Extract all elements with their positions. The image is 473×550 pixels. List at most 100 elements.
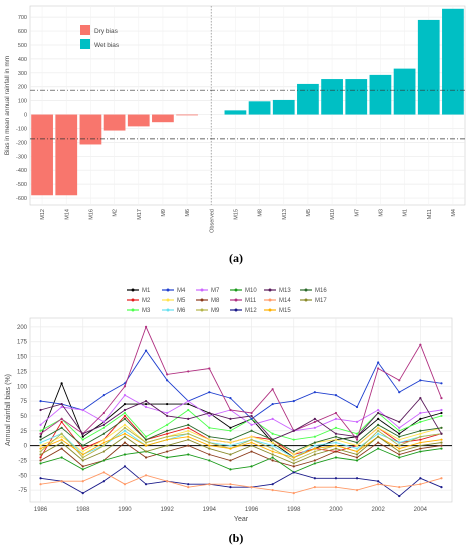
y-tick-label: 125 (17, 369, 28, 375)
legend-label: M5 (177, 298, 186, 304)
series-point-M8 (419, 447, 422, 450)
series-point-M17 (39, 453, 42, 456)
series-point-M16 (208, 435, 211, 438)
x-tick-label: M5 (306, 209, 312, 217)
series-point-M1 (419, 417, 422, 421)
series-point-M7 (271, 417, 274, 421)
series-point-M14 (102, 471, 105, 474)
x-tick-label: 1994 (203, 507, 217, 513)
x-tick-label: M6 (185, 209, 191, 217)
series-point-M1 (81, 435, 84, 438)
legend-marker-M16 (304, 288, 308, 292)
legend-label: M12 (245, 308, 257, 314)
bar-M6 (176, 114, 198, 116)
series-point-M10 (39, 462, 42, 465)
series-point-M5 (208, 438, 211, 441)
series-point-M17 (313, 453, 316, 456)
series-point-M8 (313, 459, 316, 462)
series-point-M16 (39, 438, 42, 441)
series-point-M3 (187, 408, 190, 412)
series-point-M9 (39, 450, 42, 453)
legend-marker-M8 (200, 298, 204, 302)
series-point-M9 (123, 426, 127, 429)
y-tick-label: 75 (20, 399, 27, 405)
series-line-M10 (40, 448, 442, 473)
series-line-M13 (40, 397, 442, 441)
series-point-M7 (102, 420, 105, 423)
series-point-M8 (39, 459, 42, 462)
series-point-M17 (250, 444, 253, 447)
series-point-M15 (60, 438, 63, 441)
series-point-M17 (440, 441, 443, 444)
x-tick-label: Observed (209, 209, 215, 233)
series-line-M12 (40, 465, 442, 497)
legend-label: M14 (279, 298, 291, 304)
bar-M13 (272, 99, 295, 115)
series-point-M15 (123, 432, 127, 435)
series-point-M7 (377, 408, 380, 412)
series-point-M5 (123, 423, 127, 426)
series-point-M14 (208, 483, 211, 486)
x-tick-label: 1996 (245, 507, 259, 513)
x-tick-label: M7 (354, 209, 360, 217)
series-point-M4 (39, 399, 42, 403)
series-point-M15 (39, 447, 42, 450)
legend-label: M9 (211, 308, 220, 314)
series-point-M3 (313, 435, 316, 438)
legend-marker-M3 (131, 308, 135, 312)
legend-marker-M9 (200, 308, 204, 312)
x-tick-label: M1 (403, 209, 409, 217)
series-point-M8 (123, 441, 127, 444)
bar-M1 (393, 68, 416, 115)
x-tick-label: 2004 (414, 507, 428, 513)
series-point-M5 (419, 432, 422, 435)
series-point-M13 (313, 417, 316, 421)
series-point-M14 (187, 486, 190, 489)
bar-M8 (248, 101, 271, 115)
legend-marker-M10 (234, 288, 238, 292)
series-point-M13 (292, 429, 295, 432)
series-point-M12 (313, 477, 316, 480)
series-point-M15 (313, 447, 316, 450)
bar-M15 (224, 110, 247, 115)
series-point-M16 (229, 438, 232, 441)
y-tick-label: 50 (20, 414, 27, 420)
y-tick-label: 175 (17, 340, 28, 346)
series-point-M13 (166, 414, 169, 418)
series-point-M3 (81, 438, 84, 441)
series-point-M8 (377, 441, 380, 444)
series-point-M10 (229, 468, 232, 471)
y-tick-label: -100 (16, 126, 27, 132)
series-point-M1 (377, 417, 380, 421)
legend-label: M11 (245, 298, 257, 304)
line-chart-b: -75 -50 -25 0 25 50 75 100 125 150 175 200 1986 1988 1… (5, 288, 453, 523)
series-point-M11 (208, 367, 211, 370)
series-point-M17 (377, 435, 380, 438)
series-point-M16 (398, 435, 401, 438)
series-point-M3 (102, 426, 105, 429)
series-point-M14 (250, 486, 253, 489)
legend-label: M13 (279, 288, 291, 294)
y-tick-label: -25 (18, 458, 27, 464)
series-point-M11 (271, 388, 274, 391)
series-point-M15 (334, 444, 338, 447)
legend-label: M15 (279, 308, 291, 314)
series-point-M17 (229, 453, 232, 456)
series-point-M1 (229, 426, 232, 429)
series-point-M11 (250, 411, 253, 415)
series-point-M5 (39, 444, 42, 447)
series-point-M11 (187, 370, 190, 373)
series-point-M3 (166, 423, 169, 426)
series-point-M10 (334, 456, 338, 459)
legend-marker-M15 (268, 308, 272, 312)
series-point-M9 (187, 432, 190, 435)
legend-marker-M13 (268, 288, 272, 292)
series-point-M15 (398, 447, 401, 450)
series-point-M9 (377, 429, 380, 432)
series-point-M11 (419, 343, 422, 346)
series-point-M5 (271, 441, 274, 444)
legend-marker-M5 (166, 298, 170, 302)
series-point-M7 (39, 423, 42, 426)
series-point-M1 (123, 402, 127, 406)
